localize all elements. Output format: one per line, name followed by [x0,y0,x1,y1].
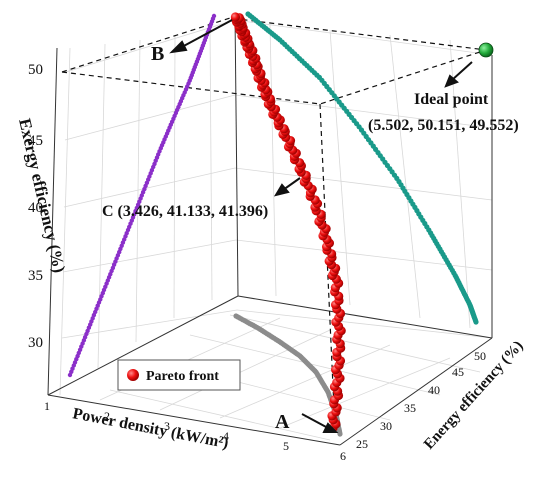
x-tick: 5 [283,439,289,453]
y-tick: 25 [356,437,368,451]
projection-yz [245,11,479,325]
x-tick: 4 [223,429,229,443]
y-tick: 45 [452,365,464,379]
x-tick: 6 [340,449,346,463]
z-grid [61,19,493,339]
right-wall-grid [269,24,471,329]
ideal-guides [61,17,487,431]
left-wall-grid [59,27,213,396]
y-tick: 50 [474,349,486,363]
label-A: A [275,411,290,433]
legend: Pareto front [117,359,241,391]
label-ideal-coords: (5.502, 50.151, 49.552) [368,117,519,134]
legend-marker [127,369,139,381]
annotation-arrows [169,19,473,433]
z-tick: 35 [28,268,43,284]
y-tick: 35 [404,401,416,415]
z-tick: 50 [28,62,43,78]
pareto-front-points [230,12,346,433]
plot-box [47,13,493,446]
x-tick: 1 [44,399,50,413]
projection-xz-point [211,13,217,19]
pareto-point [230,12,240,22]
legend-label: Pareto front [146,369,219,384]
y-tick: 40 [428,383,440,397]
projection-xy-point [337,431,343,437]
x-tick: 3 [164,419,170,433]
z-tick: 40 [28,200,43,216]
x-tick: 2 [104,409,110,423]
projection-yz-point [473,319,479,325]
label-B: B [151,43,164,65]
y-axis-ticks: 25 30 35 40 45 50 [356,349,486,451]
projection-xz [67,13,217,378]
label-ideal-point: Ideal point [414,91,489,108]
x-axis-ticks: 1 2 3 4 5 6 [44,399,346,463]
z-axis-ticks: 50 45 40 35 30 [28,62,43,351]
label-C: C (3.426, 41.133, 41.396) [102,203,268,220]
y-tick: 30 [380,419,392,433]
z-tick: 45 [28,133,43,149]
ideal-point-marker [478,42,494,58]
z-tick: 30 [28,335,43,351]
box-frame [47,13,493,446]
